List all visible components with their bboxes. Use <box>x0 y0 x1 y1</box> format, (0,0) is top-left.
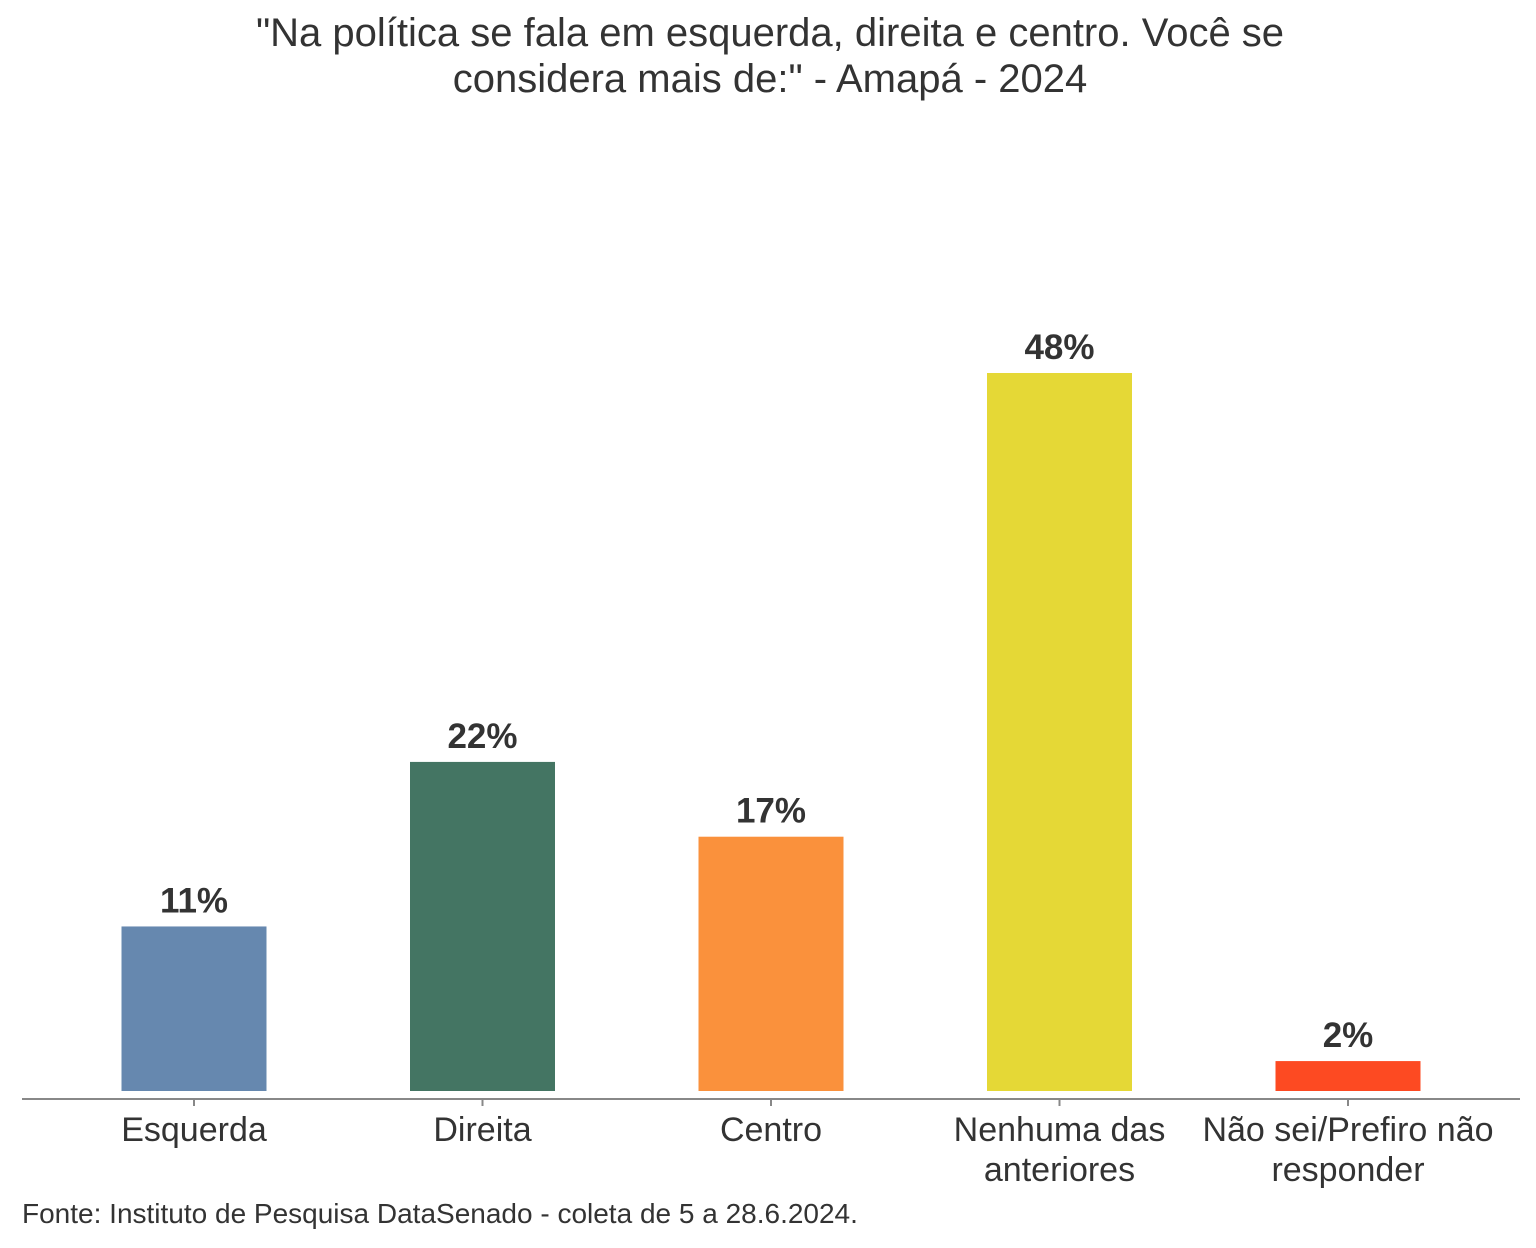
data-label: 11% <box>160 881 228 920</box>
data-label: 17% <box>736 792 806 831</box>
x-tick-label: Não sei/Prefiro não <box>1202 1111 1493 1149</box>
chart-title: "Na política se fala em esquerda, direit… <box>0 10 1536 102</box>
x-tick-label: anteriores <box>984 1151 1135 1189</box>
chart-title-line: "Na política se fala em esquerda, direit… <box>255 11 1285 55</box>
bar <box>1275 1061 1421 1091</box>
data-label: 48% <box>1024 328 1094 367</box>
data-label: 22% <box>447 717 517 756</box>
bar <box>987 373 1132 1091</box>
data-label: 2% <box>1323 1016 1374 1055</box>
bar <box>410 761 555 1091</box>
x-tick-label: Nenhuma das <box>954 1111 1166 1149</box>
x-tick-label: Centro <box>720 1111 822 1149</box>
source-footer: Fonte: Instituto de Pesquisa DataSenado … <box>22 1198 858 1229</box>
bar <box>121 926 267 1091</box>
bar <box>698 836 844 1091</box>
x-tick-label: Direita <box>433 1111 531 1149</box>
x-tick-label: Esquerda <box>121 1111 267 1149</box>
chart-title-line: considera mais de:" - Amapá - 2024 <box>452 57 1088 101</box>
x-tick-label: responder <box>1271 1151 1424 1189</box>
